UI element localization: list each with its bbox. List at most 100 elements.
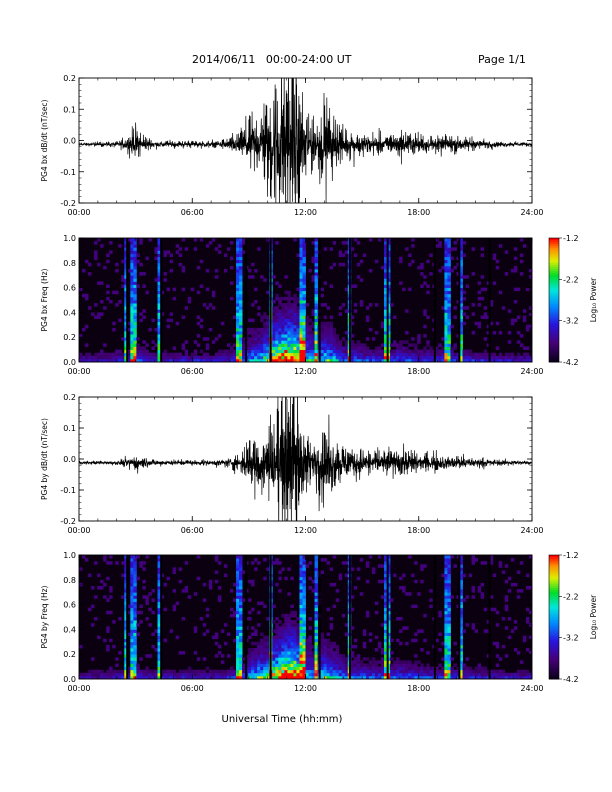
heatmap-cell [338,358,343,363]
heatmap-cell [302,352,306,357]
x-tick-label: 18:00 [407,684,430,693]
heatmap-cell [420,284,424,288]
colorbar-swatch [549,306,559,309]
heatmap-cell [148,654,152,658]
heatmap-cell [124,275,128,279]
heatmap-cell [127,358,131,363]
heatmap-cell [359,303,364,307]
heatmap-cell [272,620,276,624]
heatmap-cell [405,663,409,667]
heatmap-cell [501,617,506,621]
heatmap-cell [417,349,421,354]
heatmap-cell [233,613,237,618]
heatmap-cell [254,358,258,363]
heatmap-cell [510,675,515,680]
heatmap-cell [154,675,158,680]
heatmap-cell [384,275,388,279]
heatmap-cell [293,306,297,310]
colorbar-swatch [549,341,559,344]
heatmap-cell [302,303,306,307]
heatmap-cell [420,629,424,633]
heatmap-cell [260,657,264,661]
heatmap-cell [181,265,186,270]
heatmap-cell [305,663,309,667]
heatmap-cell [272,318,276,323]
heatmap-cell [103,352,107,357]
heatmap-cell [254,651,258,655]
heatmap-cell [302,561,306,565]
heatmap-cell [251,663,255,667]
heatmap-cell [106,610,110,615]
heatmap-cell [384,675,388,680]
heatmap-cell [335,660,340,664]
heatmap-cell [106,290,110,295]
heatmap-cell [290,675,294,680]
heatmap-cell [435,675,439,680]
heatmap-cell [302,620,306,624]
heatmap-cell [326,343,331,347]
heatmap-cell [459,582,463,587]
heatmap-cell [341,262,346,267]
heatmap-cell [124,607,128,612]
colorbar-swatch [549,672,559,676]
heatmap-cell [145,290,149,295]
heatmap-cell [519,272,524,276]
heatmap-cell [350,340,355,344]
data-gap [488,555,491,679]
colorbar-swatch [549,670,559,674]
heatmap-cell [329,660,334,664]
heatmap-cell [302,651,306,655]
heatmap-cell [504,604,509,609]
heatmap-cell [462,358,466,363]
heatmap-cell [387,592,391,596]
heatmap-cell [387,315,391,319]
heatmap-cell [441,346,445,350]
heatmap-cell [477,589,482,593]
heatmap-cell [365,306,370,310]
heatmap-cell [236,327,240,332]
heatmap-cell [293,641,297,646]
heatmap-cell [305,321,309,326]
heatmap-cell [374,346,379,350]
data-gap [458,238,461,362]
heatmap-cell [350,284,355,288]
heatmap-cell [399,663,403,667]
heatmap-cell [444,287,448,292]
heatmap-cell [133,592,137,596]
heatmap-cell [281,337,285,341]
heatmap-cell [85,352,89,357]
heatmap-cell [230,349,234,354]
heatmap-cell [236,287,240,292]
heatmap-cell [124,312,128,316]
heatmap-cell [338,250,343,254]
heatmap-cell [284,327,288,332]
heatmap-cell [384,247,388,251]
heatmap-cell [251,632,255,636]
heatmap-cell [236,247,240,251]
heatmap-cell [387,331,391,335]
heatmap-cell [387,318,391,323]
heatmap-cell [384,278,388,282]
heatmap-cell [329,672,334,677]
heatmap-cell [287,617,291,621]
heatmap-cell [384,272,388,276]
heatmap-cell [459,296,463,301]
heatmap-cell [254,346,258,350]
heatmap-cell [516,315,521,319]
heatmap-cell [528,651,533,655]
heatmap-cell [281,349,285,354]
heatmap-cell [456,675,460,680]
heatmap-cell [311,358,315,363]
heatmap-cell [444,675,448,680]
heatmap-cell [248,340,252,344]
heatmap-cell [471,272,476,276]
heatmap-cell [284,303,288,307]
heatmap-cell [528,635,533,640]
heatmap-cell [387,287,391,292]
heatmap-cell [293,675,297,680]
heatmap-cell [311,355,315,360]
heatmap-cell [459,253,463,257]
heatmap-cell [414,349,418,354]
heatmap-cell [151,346,155,350]
heatmap-cell [387,579,391,584]
